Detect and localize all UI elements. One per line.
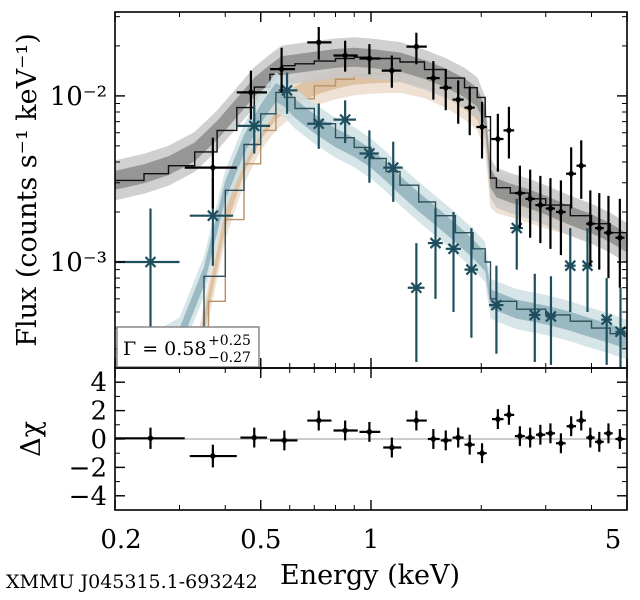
pn-point-marker — [604, 228, 612, 237]
y-axis-title-flux: Flux (counts s⁻¹ keV⁻¹) — [12, 33, 43, 347]
residuals-panel: 0.2 0.5 1 5 420−2−4 — [69, 367, 628, 555]
residual-point-marker — [546, 429, 554, 438]
spectrum-axis-ticks: 10⁻² 10⁻³ — [50, 12, 628, 368]
pn-point-marker — [315, 38, 323, 47]
pn-model-inner-band — [115, 47, 627, 253]
residual-point-marker — [429, 435, 437, 443]
pn-point-marker — [546, 204, 554, 213]
pn-point-marker — [454, 95, 462, 104]
residual-point-marker — [280, 436, 288, 445]
spectrum-panel: 10⁻² 10⁻³ — [50, 11, 628, 369]
residual-point-marker — [146, 434, 154, 443]
pn-point-marker — [586, 219, 594, 228]
gamma-annotation: Γ = 0.58 +0.25 −0.27 — [116, 326, 260, 368]
residual-y-tick-label: 0 — [90, 425, 107, 455]
residual-point-marker — [595, 437, 603, 446]
residual-point-marker — [557, 439, 565, 448]
gamma-annotation-box — [116, 326, 260, 368]
pn-point-marker — [247, 88, 255, 97]
x-tick-label: 0.5 — [240, 525, 281, 555]
residual-point-marker — [505, 410, 513, 419]
mos-point-marker — [248, 120, 261, 132]
mos-model-inner-band — [115, 82, 627, 368]
mos-point-marker — [528, 309, 541, 321]
pn-point-marker — [516, 189, 524, 198]
residual-y-tick-label: 4 — [90, 368, 107, 398]
pn-point-marker — [616, 233, 624, 242]
pn-point-marker — [412, 42, 420, 51]
residuals-axis-ticks: 0.2 0.5 1 5 420−2−4 — [69, 368, 628, 555]
pn-point-marker — [429, 74, 437, 83]
residual-point-marker — [516, 432, 524, 441]
spectrum-plot-area — [115, 26, 627, 368]
pn-point-marker — [557, 207, 565, 216]
pn-point-marker — [494, 135, 502, 144]
residual-point-marker — [577, 416, 585, 425]
mos-model-line — [149, 91, 627, 368]
x-axis-title: Energy (keV) — [280, 560, 460, 591]
gamma-label: Γ = 0.58 — [123, 338, 207, 360]
residual-point-marker — [365, 427, 373, 436]
residual-point-marker — [315, 416, 323, 425]
pn-point-marker — [505, 126, 513, 135]
pn-point-marker — [595, 224, 603, 233]
residual-point-marker — [412, 416, 420, 425]
mos-point-marker — [545, 310, 557, 323]
residual-point-marker — [442, 436, 450, 445]
mos-point-marker — [339, 113, 351, 126]
mos-point-marker — [144, 256, 157, 268]
pn-point-marker — [341, 51, 349, 60]
mos-point-marker — [465, 263, 478, 276]
residual-point-marker — [494, 415, 502, 424]
mos-point-marker — [447, 243, 460, 255]
x-tick-label: 5 — [605, 525, 622, 555]
residuals-plot-area — [115, 404, 627, 468]
y-axis-title-residual: Δχ — [16, 421, 47, 457]
residual-point-marker — [526, 433, 534, 442]
mos-point-marker — [490, 299, 503, 311]
residual-point-marker — [478, 449, 486, 458]
y-tick-label: 10⁻³ — [50, 248, 107, 278]
pn-point-marker — [478, 122, 486, 131]
x-tick-label: 1 — [363, 525, 380, 555]
residual-point-marker — [466, 440, 474, 449]
residual-y-tick-label: −2 — [69, 453, 107, 483]
residual-y-tick-label: 2 — [90, 397, 107, 427]
source-name-label: XMMU J045315.1-693242 — [6, 571, 258, 593]
pn-point-marker — [365, 54, 373, 63]
mos-point-marker — [600, 313, 613, 326]
pn-point-marker — [577, 161, 585, 170]
y-tick-label: 10⁻² — [50, 82, 107, 112]
residual-point-marker — [388, 443, 396, 452]
mos-point-marker — [564, 259, 577, 272]
pn-point-marker — [442, 83, 450, 92]
pn-point-marker — [388, 66, 396, 75]
mos-point-marker — [410, 281, 423, 294]
mos-point-marker — [363, 147, 376, 160]
pn-point-marker — [466, 103, 474, 112]
residual-point-marker — [604, 429, 612, 438]
residual-point-marker — [341, 426, 349, 435]
residual-point-marker — [536, 430, 544, 439]
residual-point-marker — [209, 452, 217, 461]
residual-point-marker — [454, 433, 462, 442]
gamma-upper-error: +0.25 — [208, 333, 251, 349]
mos-point-marker — [312, 117, 325, 130]
pn-point-marker — [209, 163, 217, 172]
pn-point-marker — [278, 65, 286, 74]
pn-point-marker — [567, 169, 575, 178]
mos-point-marker — [281, 84, 293, 97]
mos-point-marker — [387, 161, 400, 174]
mos-point-marker — [429, 237, 442, 249]
pn-point-marker — [536, 201, 544, 210]
residual-point-marker — [567, 422, 575, 431]
residual-point-marker — [586, 433, 594, 442]
gamma-lower-error: −0.27 — [208, 350, 251, 366]
mos-point-marker — [207, 209, 219, 222]
pn-point-marker — [526, 194, 534, 203]
x-tick-label: 0.2 — [100, 525, 141, 555]
residual-y-tick-label: −4 — [69, 482, 107, 512]
residual-point-marker — [250, 433, 258, 442]
